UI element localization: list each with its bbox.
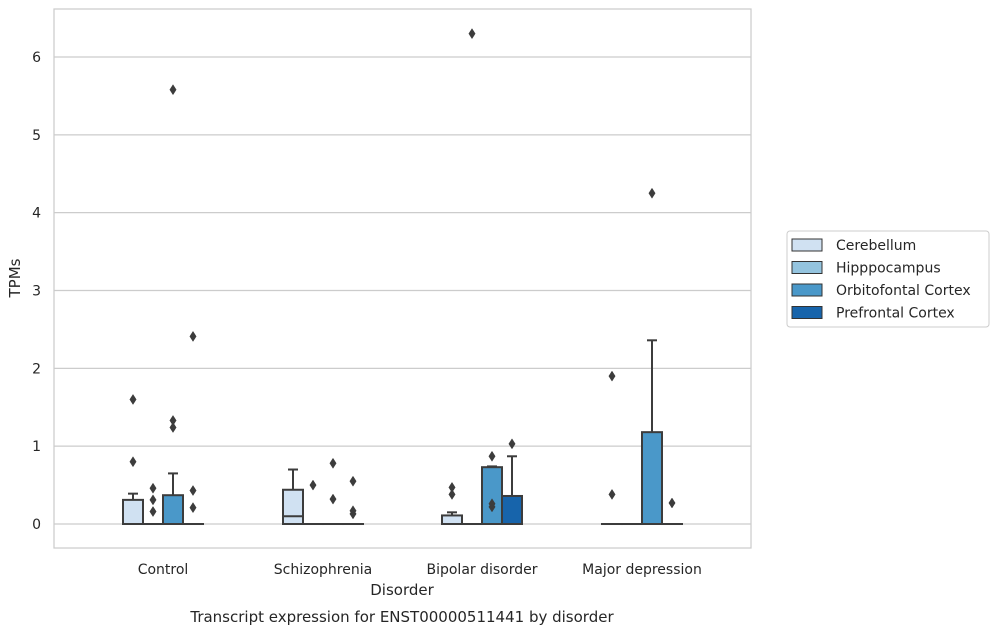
outlier-point [668,497,676,509]
chart-caption: Transcript expression for ENST0000051144… [189,608,614,626]
outlier-point [149,482,157,494]
outlier-point [129,456,137,468]
y-axis-title: TPMs [6,258,24,298]
legend-label: Cerebellum [836,238,916,254]
x-axis-title: Disorder [370,581,434,599]
outlier-point [189,485,197,496]
y-tick-label: 1 [32,439,41,455]
plot-frame [53,8,752,549]
outlier-point [349,475,357,487]
legend-swatch [791,283,823,297]
box [441,514,463,526]
outlier-point [329,493,337,505]
outlier-point [129,394,137,405]
box [282,488,304,525]
legend-swatch [791,306,823,319]
legend-label: Hipppocampus [836,261,941,277]
legend-swatch [791,238,823,252]
outlier-point [189,330,197,342]
plot-area [54,9,751,548]
x-tick-label: Control [138,562,189,578]
outlier-point [488,450,496,462]
x-tick-labels: Control Schizophrenia Bipolar disorder Majo… [138,562,702,578]
box-series [122,28,683,526]
outlier-point [648,187,656,199]
legend-swatch [791,261,823,274]
outlier-point [169,84,177,96]
box [481,466,503,526]
y-tick-label: 0 [32,517,41,533]
outlier-point [448,481,456,493]
outlier-point [608,370,616,382]
x-tick-label: Major depression [582,562,702,578]
outlier-point [189,502,197,514]
outlier-point [468,28,476,40]
outlier-point [149,506,157,518]
y-tick-label: 4 [32,206,41,222]
box [162,494,184,525]
x-tick-label: Schizophrenia [274,562,372,578]
legend-frame [786,230,990,328]
outlier-point [309,479,317,491]
outlier-point [349,505,357,517]
outlier-point [448,488,456,500]
legend-label: Orbitofontal Cortex [836,283,971,299]
y-tick-labels: 0 1 2 3 4 5 6 [32,50,41,533]
y-tick-label: 2 [32,361,41,377]
outlier-point [169,422,177,433]
box [641,431,663,526]
x-tick-label: Bipolar disorder [426,562,537,578]
box [122,498,144,526]
y-tick-label: 3 [32,284,41,300]
box [501,494,523,526]
outlier-point [149,494,157,506]
outlier-point [329,457,337,469]
outlier-point [508,438,516,450]
y-tick-label: 5 [32,128,41,144]
outlier-point [169,415,177,426]
legend: Cerebellum Hipppocampus Orbitofontal Corte… [786,230,990,328]
outlier-point [608,488,616,500]
legend-label: Prefrontal Cortex [836,306,955,322]
outlier-point [488,498,496,510]
y-tick-label: 6 [32,50,41,66]
